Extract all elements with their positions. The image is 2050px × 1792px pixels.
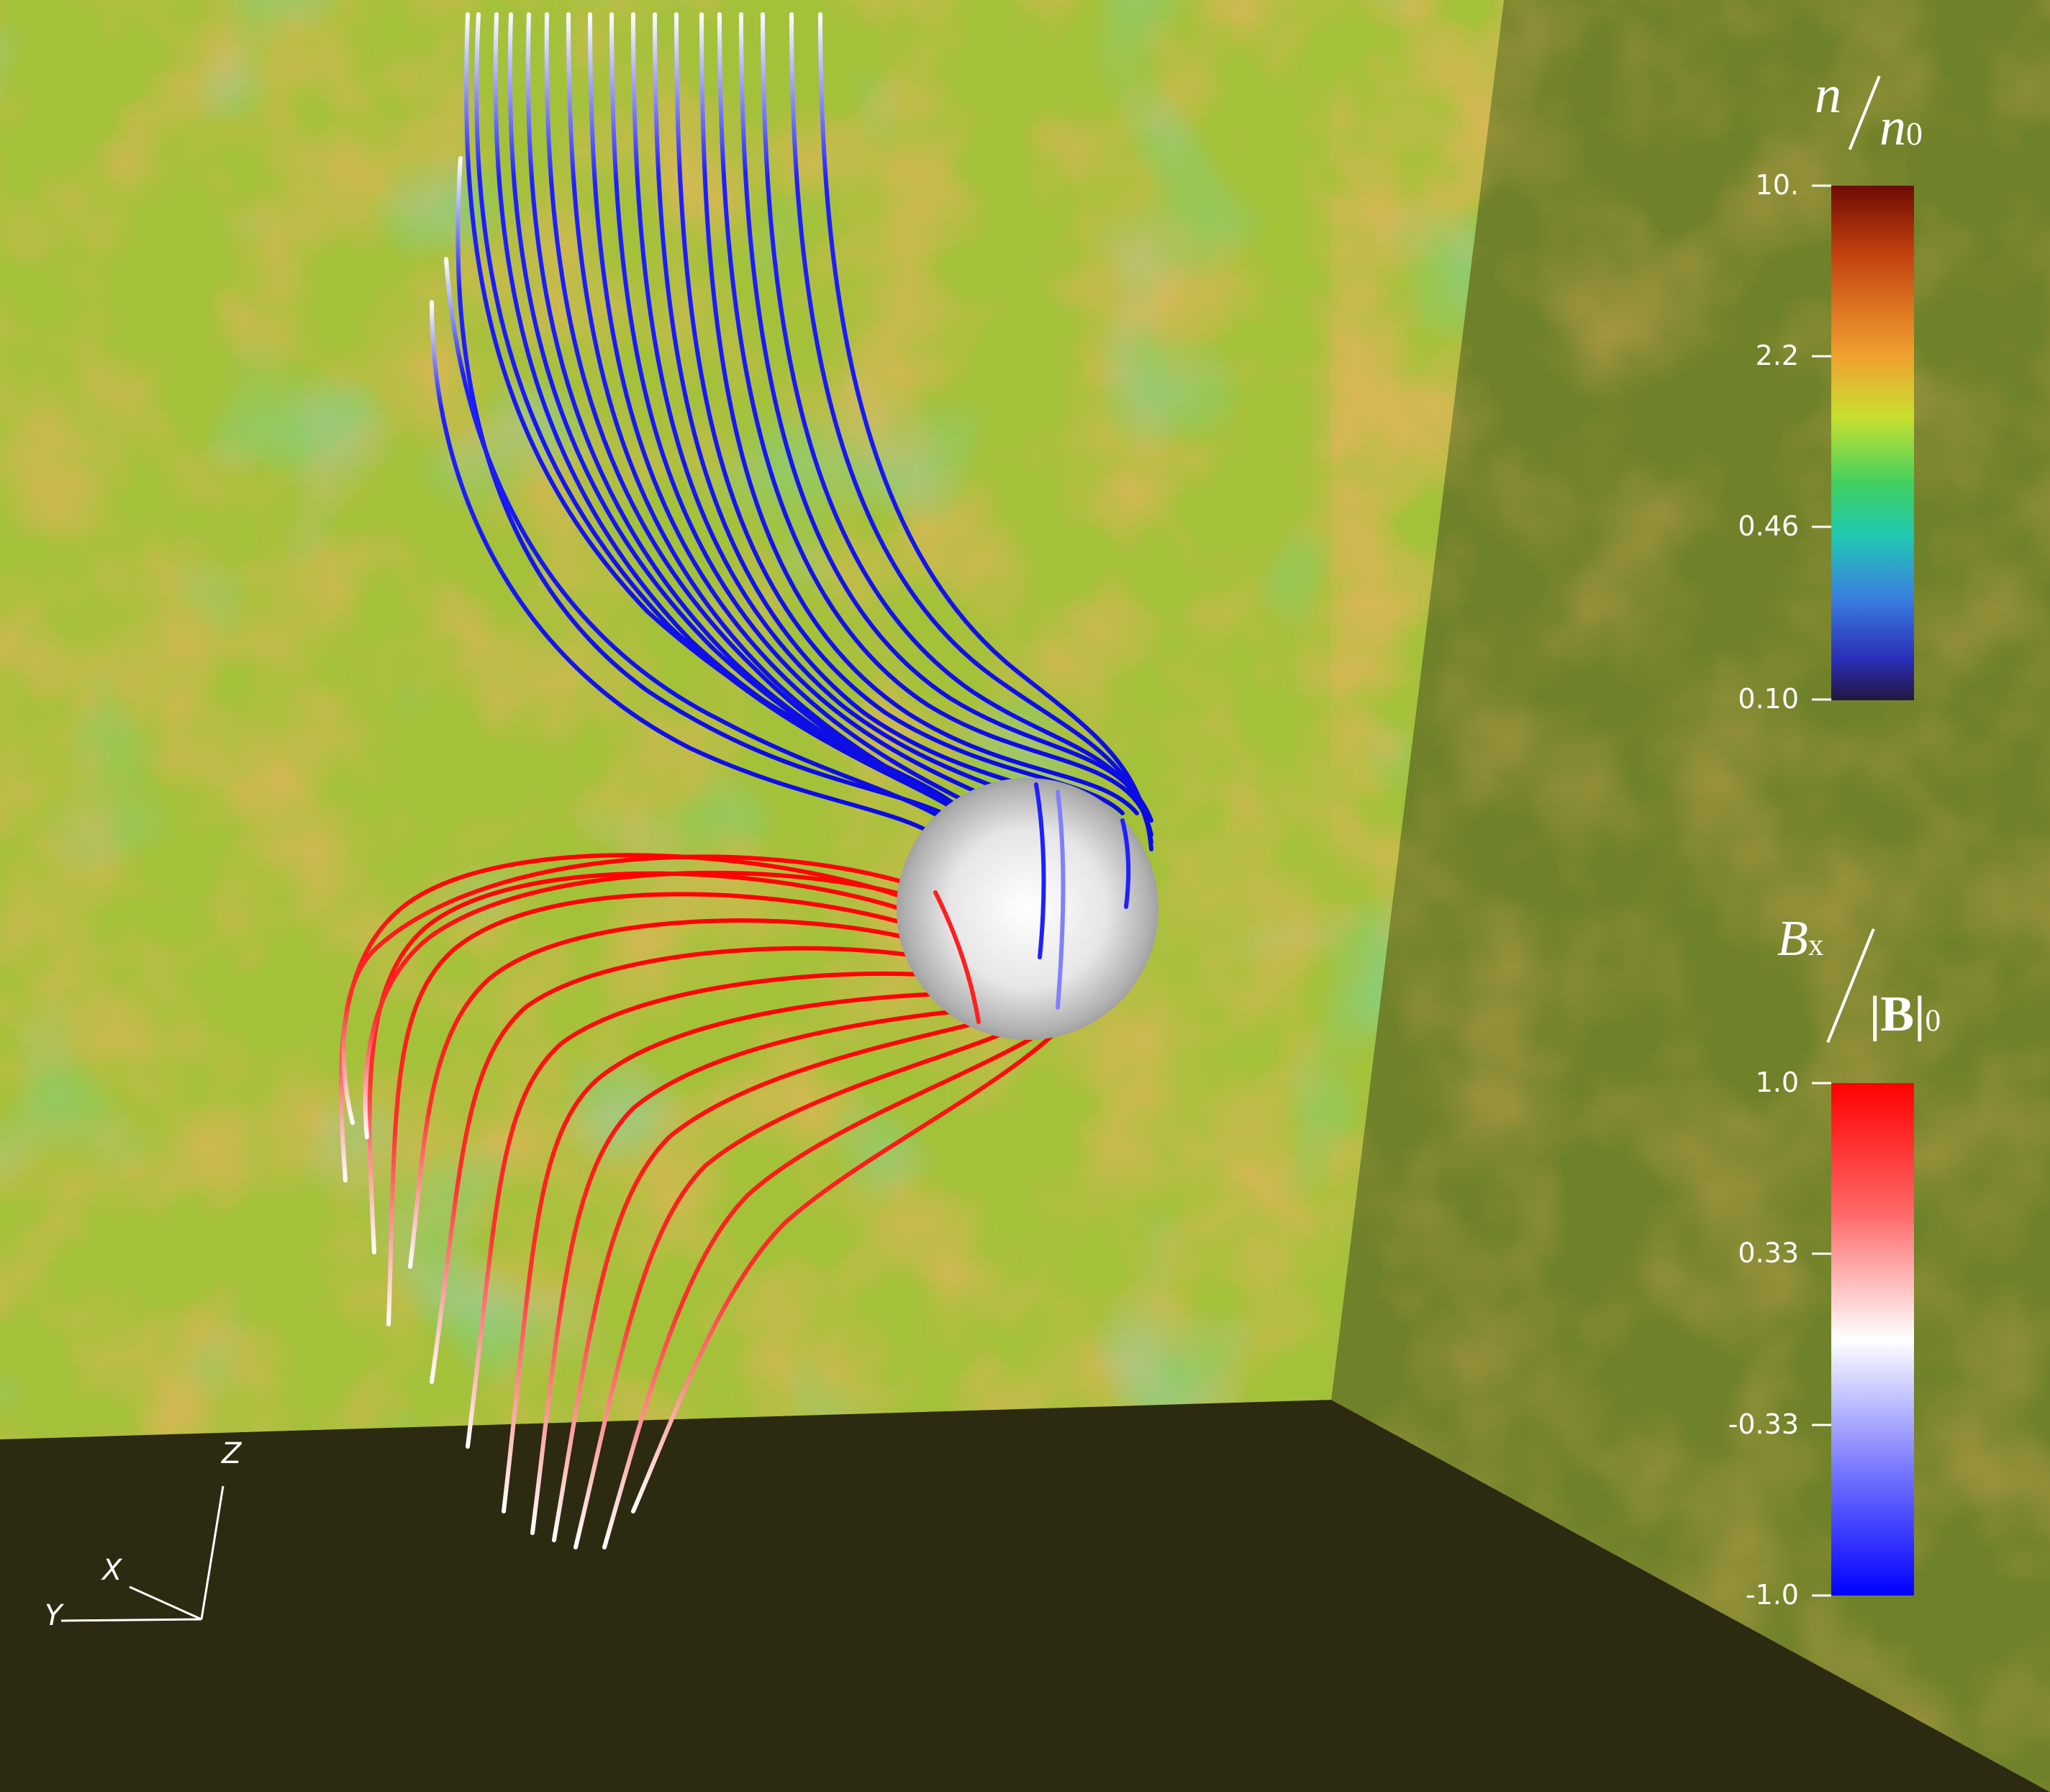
sphere: [897, 778, 1158, 1040]
z-axis-line: [200, 1485, 224, 1620]
bfield-tick-label: 1.0: [1755, 1067, 1799, 1098]
y-axis-line: [60, 1618, 202, 1622]
density-colorbar-denominator: n0: [1879, 101, 1923, 154]
bfield-colorbar-title: Bx: [1777, 914, 1823, 964]
bfield-colorbar-denominator: |B|0: [1869, 990, 1941, 1040]
y-axis-label: Y: [45, 1599, 63, 1632]
field-lines-front: [933, 782, 1131, 1024]
field-lines-lower: [338, 853, 1081, 1549]
density-tick-label: 0.10: [1738, 683, 1799, 715]
axes-triad: [60, 1485, 224, 1622]
x-axis-label: X: [102, 1554, 122, 1587]
density-tick-label: 0.46: [1738, 510, 1799, 542]
bfield-title-subscript: x: [1808, 928, 1824, 962]
bfield-title-denominator: |B|: [1869, 987, 1926, 1042]
bfield-tick-label: -0.33: [1728, 1408, 1799, 1440]
bfield-colorbar: [1831, 1083, 1914, 1596]
density-tick-label: 2.2: [1755, 340, 1799, 371]
bfield-tick-label: 0.33: [1738, 1237, 1799, 1269]
density-title-subscript: 0: [1906, 115, 1923, 152]
density-title-denominator: n: [1879, 98, 1906, 157]
density-tick-label: 10.: [1755, 169, 1799, 201]
density-title-symbol: n: [1815, 65, 1841, 125]
back-wall-low-density-texture: [0, 0, 1504, 1439]
density-colorbar-title: n: [1815, 68, 1841, 122]
bfield-title-denominator-subscript: 0: [1925, 1003, 1941, 1038]
bfield-title-symbol: B: [1777, 911, 1808, 967]
bfield-tick-label: -1.0: [1745, 1579, 1799, 1611]
x-axis-line: [129, 1585, 202, 1621]
field-lines-upper: [430, 12, 1153, 866]
floor: [0, 1400, 2050, 1792]
z-axis-label: Z: [222, 1437, 242, 1470]
density-colorbar: [1831, 186, 1914, 700]
